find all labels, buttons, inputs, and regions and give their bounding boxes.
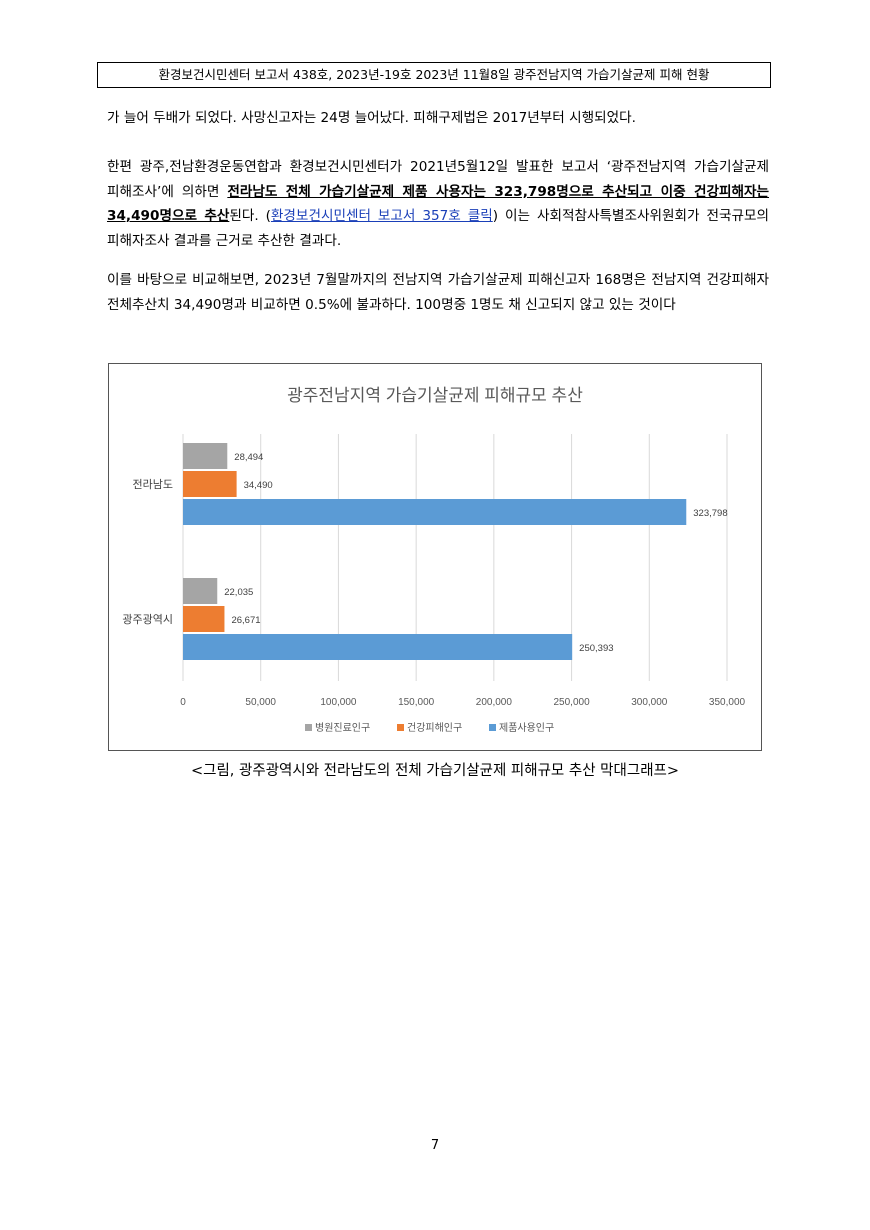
paragraph-2-text-c: ) 이는 사회적참사특별조사위원회가 전국규모의 피해자조사 결과를 근거로 추… bbox=[107, 208, 769, 249]
data-label: 250,393 bbox=[579, 643, 613, 654]
x-tick-label: 50,000 bbox=[245, 697, 276, 708]
category-label: 광주광역시 bbox=[122, 613, 173, 626]
x-tick-label: 150,000 bbox=[398, 697, 435, 708]
paragraph-1: 가 늘어 두배가 되었다. 사망신고자는 24명 늘어났다. 피해구제법은 20… bbox=[107, 110, 636, 126]
data-label: 26,671 bbox=[231, 615, 260, 626]
data-label: 28,494 bbox=[234, 452, 263, 463]
category-label: 전라남도 bbox=[133, 478, 173, 491]
paragraph-2-text-a: 한편 광주,전남환경운동연합과 환경보건시민센터가 2021년5월12일 발표한… bbox=[107, 159, 769, 200]
x-tick-label: 0 bbox=[180, 697, 186, 708]
bar bbox=[183, 606, 225, 632]
bar bbox=[183, 471, 237, 497]
x-tick-label: 350,000 bbox=[709, 697, 746, 708]
bar bbox=[183, 634, 573, 660]
bar bbox=[183, 578, 218, 604]
x-tick-label: 200,000 bbox=[476, 697, 513, 708]
chart-title: 광주전남지역 가습기살균제 피해규모 추산 bbox=[287, 386, 583, 405]
x-tick-label: 250,000 bbox=[553, 697, 590, 708]
bar bbox=[183, 499, 687, 525]
data-label: 22,035 bbox=[224, 587, 253, 598]
paragraph-2-text-b: 된다. ( bbox=[229, 208, 271, 224]
legend-swatch bbox=[305, 724, 312, 731]
legend-label: 제품사용인구 bbox=[499, 722, 554, 734]
report-357-link[interactable]: 환경보건시민센터 보고서 357호 클릭 bbox=[270, 208, 493, 224]
data-label: 323,798 bbox=[693, 508, 727, 519]
legend-swatch bbox=[397, 724, 404, 731]
x-tick-label: 100,000 bbox=[320, 697, 357, 708]
page-number: 7 bbox=[430, 1138, 440, 1153]
x-tick-label: 300,000 bbox=[631, 697, 668, 708]
report-header: 환경보건시민센터 보고서 438호, 2023년-19호 2023년 11월8일… bbox=[97, 62, 771, 88]
paragraph-2-emphasis: 전라남도 전체 가습기살균제 제품 사용자는 323,798명으로 추산되고 이… bbox=[107, 183, 770, 225]
paragraph-2: 한편 광주,전남환경운동연합과 환경보건시민센터가 2021년5월12일 발표한… bbox=[107, 155, 769, 253]
bar-chart: 광주전남지역 가습기살균제 피해규모 추산 0 50,000 100,000 150,0… bbox=[108, 363, 762, 751]
legend-label: 병원진료인구 bbox=[315, 722, 370, 734]
paragraph-3: 이를 바탕으로 비교해보면, 2023년 7월말까지의 전남지역 가습기살균제 … bbox=[107, 272, 769, 313]
bar-chart-svg: 광주전남지역 가습기살균제 피해규모 추산 0 50,000 100,000 150,0… bbox=[122, 386, 746, 734]
figure-caption: <그림, 광주광역시와 전라남도의 전체 가습기살균제 피해규모 추산 막대그래… bbox=[190, 763, 680, 779]
legend-swatch bbox=[489, 724, 496, 731]
bar bbox=[183, 443, 228, 469]
data-label: 34,490 bbox=[244, 480, 273, 491]
legend-label: 건강피해인구 bbox=[407, 721, 462, 734]
